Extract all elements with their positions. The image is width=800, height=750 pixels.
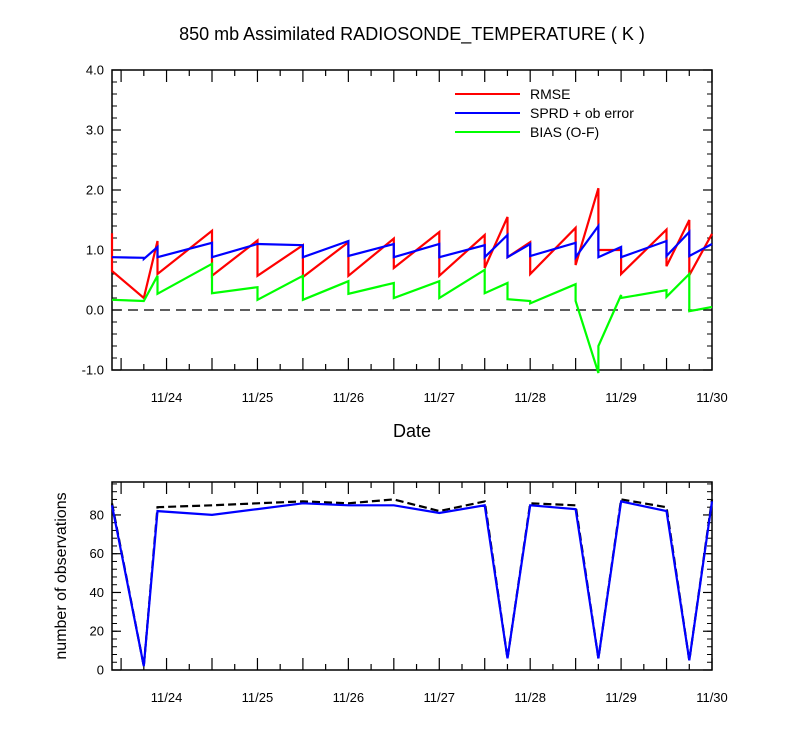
bottom-y-tick-labels: 0 20 40 60 80 — [90, 507, 104, 677]
x-tick-label: 11/30 — [696, 390, 728, 405]
bottom-plot: 0 20 40 60 80 11/24 11/25 11/26 11/27 11/28 11/29… — [90, 481, 728, 705]
x-tick-label: 11/26 — [333, 390, 365, 405]
y-axis-label-observations: number of observations — [53, 492, 70, 659]
legend-label: BIAS (O-F) — [530, 124, 599, 140]
y-tick-label: 4.0 — [86, 63, 104, 78]
bottom-series-group — [110, 498, 714, 667]
series-line-possible-observations — [110, 498, 714, 667]
top-series-group — [110, 187, 713, 374]
y-tick-label: 3.0 — [86, 123, 104, 138]
chart-title: 850 mb Assimilated RADIOSONDE_TEMPERATUR… — [179, 24, 645, 45]
x-tick-label: 11/29 — [605, 690, 637, 705]
y-tick-label: 1.0 — [86, 243, 104, 258]
y-tick-label: 40 — [90, 585, 104, 600]
y-tick-label: 80 — [90, 507, 104, 522]
bottom-axis-ticks — [112, 482, 713, 671]
legend-label: SPRD + ob error — [530, 105, 634, 121]
y-tick-label: 0.0 — [86, 303, 104, 318]
top-x-tick-labels: 11/24 11/25 11/26 11/27 11/28 11/29 11/30 — [151, 390, 728, 405]
bottom-x-tick-labels: 11/24 11/25 11/26 11/27 11/28 11/29 11/30 — [151, 690, 728, 705]
x-tick-label: 11/28 — [514, 690, 546, 705]
legend-label: RMSE — [530, 86, 570, 102]
series-line-assimilated-observations — [110, 500, 714, 667]
y-tick-label: 2.0 — [86, 183, 104, 198]
top-plot-frame — [111, 69, 713, 371]
x-axis-label: Date — [393, 421, 431, 441]
x-tick-label: 11/24 — [151, 690, 183, 705]
top-plot: -1.0 0.0 1.0 2.0 3.0 4.0 11/24 11/25 11/26 11/27… — [82, 63, 728, 406]
y-tick-label: -1.0 — [82, 363, 104, 378]
x-tick-label: 11/28 — [514, 390, 546, 405]
legend: RMSE SPRD + ob error BIAS (O-F) — [455, 86, 634, 140]
series-line-rmse — [110, 187, 713, 300]
x-tick-label: 11/27 — [423, 690, 455, 705]
x-tick-label: 11/30 — [696, 690, 728, 705]
top-y-tick-labels: -1.0 0.0 1.0 2.0 3.0 4.0 — [82, 63, 104, 378]
y-tick-label: 0 — [97, 663, 104, 678]
y-tick-label: 60 — [90, 546, 104, 561]
x-tick-label: 11/29 — [605, 390, 637, 405]
y-tick-label: 20 — [90, 624, 104, 639]
x-tick-label: 11/25 — [242, 690, 274, 705]
x-tick-label: 11/27 — [423, 390, 455, 405]
bottom-plot-frame — [111, 481, 713, 671]
x-tick-label: 11/26 — [333, 690, 365, 705]
x-tick-label: 11/24 — [151, 390, 183, 405]
series-line-sprd-ob-error — [111, 222, 713, 262]
x-tick-label: 11/25 — [242, 390, 274, 405]
series-line-bias-o-f — [111, 261, 713, 374]
